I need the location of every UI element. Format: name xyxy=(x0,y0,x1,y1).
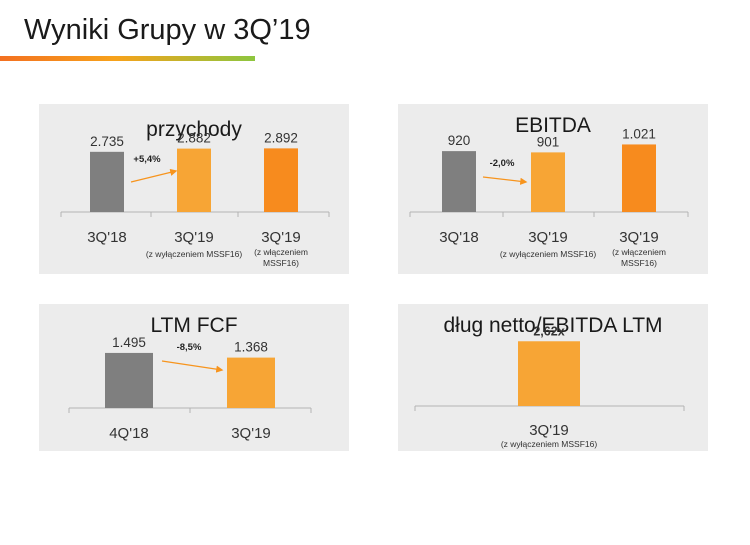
value-label: 1.368 xyxy=(234,340,268,355)
change-label: +5,4% xyxy=(133,154,161,165)
value-label: 2.892 xyxy=(264,130,298,145)
category-label: 3Q'19 xyxy=(529,422,569,439)
value-label: 2,62x xyxy=(533,324,564,338)
category-label: 4Q'18 xyxy=(109,425,149,442)
ebitda-chart: 920 901 1.021 -2,0% xyxy=(409,126,689,217)
category-label: 3Q'18 xyxy=(87,229,127,246)
bar xyxy=(531,152,565,212)
change-label: -2,0% xyxy=(490,158,515,169)
category-label: 3Q'18 xyxy=(439,229,479,246)
panel-ltm-fcf: LTM FCF 1.495 1.368 -8,5% 4Q'18 3Q'19 xyxy=(39,304,349,451)
change-arrow xyxy=(161,360,224,373)
category-label: 3Q'19 xyxy=(619,229,659,246)
revenue-chart: 2.735 2.882 2.892 +5,4% xyxy=(60,130,330,217)
panel-net-debt-ebitda: dług netto/EBITDA LTM 2,62x 3Q'19 (z wyłą… xyxy=(398,304,708,451)
bar xyxy=(518,341,580,406)
value-label: 2.882 xyxy=(177,131,211,146)
chart-title: LTM FCF xyxy=(150,314,238,337)
category-label: 3Q'19 xyxy=(528,229,568,246)
value-label: 901 xyxy=(537,134,560,149)
value-label: 920 xyxy=(448,133,471,148)
category-note: (z wyłączeniem MSSF16) xyxy=(500,439,598,449)
category-note: (z wyłączeniem MSSF16) xyxy=(145,249,243,259)
chart-title: przychody xyxy=(146,118,242,141)
ltm-fcf-chart: 1.495 1.368 -8,5% xyxy=(68,335,312,413)
panel-ebitda: EBITDA 920 901 1.021 -2,0% 3Q'18 3Q'19 3Q'19(… xyxy=(398,104,708,274)
value-label: 1.495 xyxy=(112,335,146,350)
slide-title: Wyniki Grupy w 3Q’19 xyxy=(24,14,311,46)
bar xyxy=(622,144,656,212)
category-note: (z włączeniem MSSF16) xyxy=(612,247,666,268)
category-label: 3Q'19 xyxy=(231,425,271,442)
bar xyxy=(227,357,275,408)
chart-title: EBITDA xyxy=(515,114,591,137)
category-label: 3Q'19 xyxy=(174,229,214,246)
change-arrow xyxy=(482,176,528,185)
category-label: 3Q'19 xyxy=(261,229,301,246)
bar xyxy=(105,352,153,408)
bar xyxy=(90,151,124,212)
chart-title: dług netto/EBITDA LTM xyxy=(443,314,663,337)
value-label: 2.735 xyxy=(90,134,124,149)
net-debt-ebitda-chart: 2,62x xyxy=(414,324,685,411)
bar xyxy=(442,151,476,212)
bar xyxy=(264,148,298,212)
title-accent-bar xyxy=(0,56,255,61)
category-note: (z wyłączeniem MSSF16) xyxy=(499,249,597,259)
change-arrow xyxy=(130,168,178,183)
panel-revenue: przychody 2.735 2.882 2.892 +5,4% 3Q'18 3Q'1… xyxy=(39,104,349,274)
change-label: -8,5% xyxy=(177,342,202,353)
value-label: 1.021 xyxy=(622,126,656,141)
category-note: (z włączeniem MSSF16) xyxy=(254,247,308,268)
bar xyxy=(177,148,211,212)
